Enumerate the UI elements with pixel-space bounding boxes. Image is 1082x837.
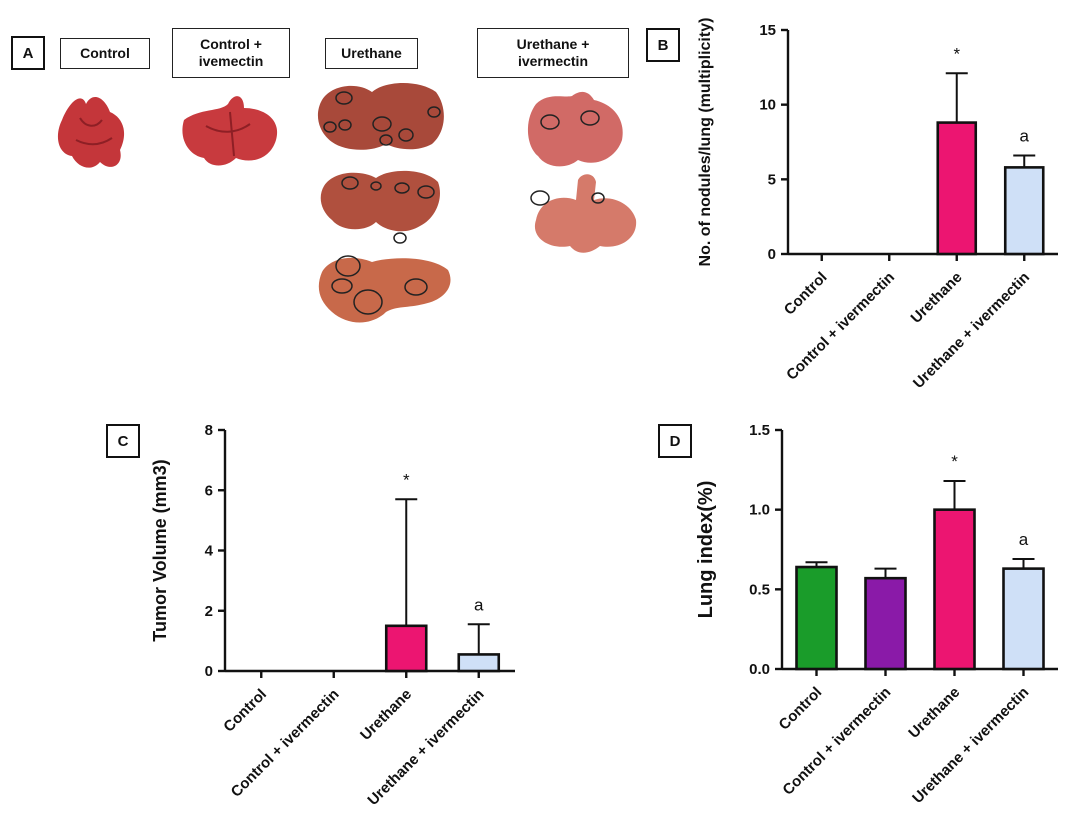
y-tick-label: 1.0 — [749, 502, 770, 519]
chart-b: 0 5 10 15 No. of nodules/lung (multiplicity)… — [697, 18, 1058, 392]
lung-photo-urethane-2 — [320, 170, 440, 244]
y-tick-label: 0.5 — [749, 581, 770, 598]
bar-control-ivermectin — [864, 576, 907, 671]
panel-b-label: B — [646, 28, 680, 62]
y-tick-label: 15 — [759, 22, 776, 39]
y-tick-label: 6 — [205, 482, 213, 499]
lung-photo-urethane-1 — [317, 83, 444, 150]
bar-control — [795, 565, 838, 671]
bar-urethane — [933, 508, 976, 671]
y-tick-label: 4 — [205, 543, 214, 560]
lung-photo-control — [57, 97, 125, 168]
significance-annotation: * — [951, 452, 958, 471]
x-category-label: Urethane + ivermectin — [364, 686, 487, 809]
bar-urethane-ivermectin — [1002, 567, 1045, 671]
bar-urethane-ivermectin — [457, 653, 501, 673]
group-label-control: Control — [60, 38, 150, 69]
lung-photo-urethane-ivermectin-2 — [530, 174, 637, 253]
group-label-urethane-ivermectin: Urethane + ivermectin — [477, 28, 629, 78]
significance-annotation: a — [1020, 126, 1030, 145]
lung-photo-urethane-3 — [318, 255, 451, 323]
y-tick-label: 5 — [768, 171, 776, 188]
lung-photo-control-ivermectin — [182, 96, 278, 166]
x-category-label: Urethane + ivermectin — [910, 269, 1033, 392]
x-category-label: Control — [776, 684, 826, 734]
x-category-label: Control — [781, 269, 831, 319]
panel-c-label: C — [106, 424, 140, 458]
significance-annotation: a — [1019, 530, 1029, 549]
lung-photo-urethane-ivermectin-1 — [527, 91, 623, 167]
bar-urethane — [936, 121, 978, 256]
panel-a-label: A — [11, 36, 45, 70]
x-category-label: Urethane — [908, 269, 966, 327]
bar-urethane — [384, 624, 428, 673]
panel-d-label: D — [658, 424, 692, 458]
x-category-label: Urethane — [357, 686, 415, 744]
x-category-label: Control — [220, 686, 270, 736]
x-category-label: Urethane — [905, 684, 963, 742]
bar-urethane-ivermectin — [1003, 166, 1045, 256]
y-tick-label: 2 — [205, 603, 213, 620]
y-axis-label: Lung index(%) — [695, 481, 717, 619]
y-tick-label: 10 — [759, 97, 776, 114]
significance-annotation: a — [474, 595, 484, 614]
y-axis-label: Tumor Volume (mm3) — [150, 459, 170, 641]
y-tick-label: 0.0 — [749, 661, 770, 678]
y-tick-label: 0 — [205, 663, 213, 680]
y-tick-label: 1.5 — [749, 422, 770, 439]
significance-annotation: * — [953, 44, 960, 63]
group-label-control-ivermectin: Control + ivemectin — [172, 28, 290, 78]
x-category-label: Urethane + ivermectin — [909, 684, 1032, 807]
group-label-urethane: Urethane — [325, 38, 418, 69]
y-tick-label: 8 — [205, 422, 213, 439]
y-tick-label: 0 — [768, 246, 776, 263]
significance-annotation: * — [403, 470, 410, 489]
y-axis-label: No. of nodules/lung (multiplicity) — [697, 18, 714, 267]
